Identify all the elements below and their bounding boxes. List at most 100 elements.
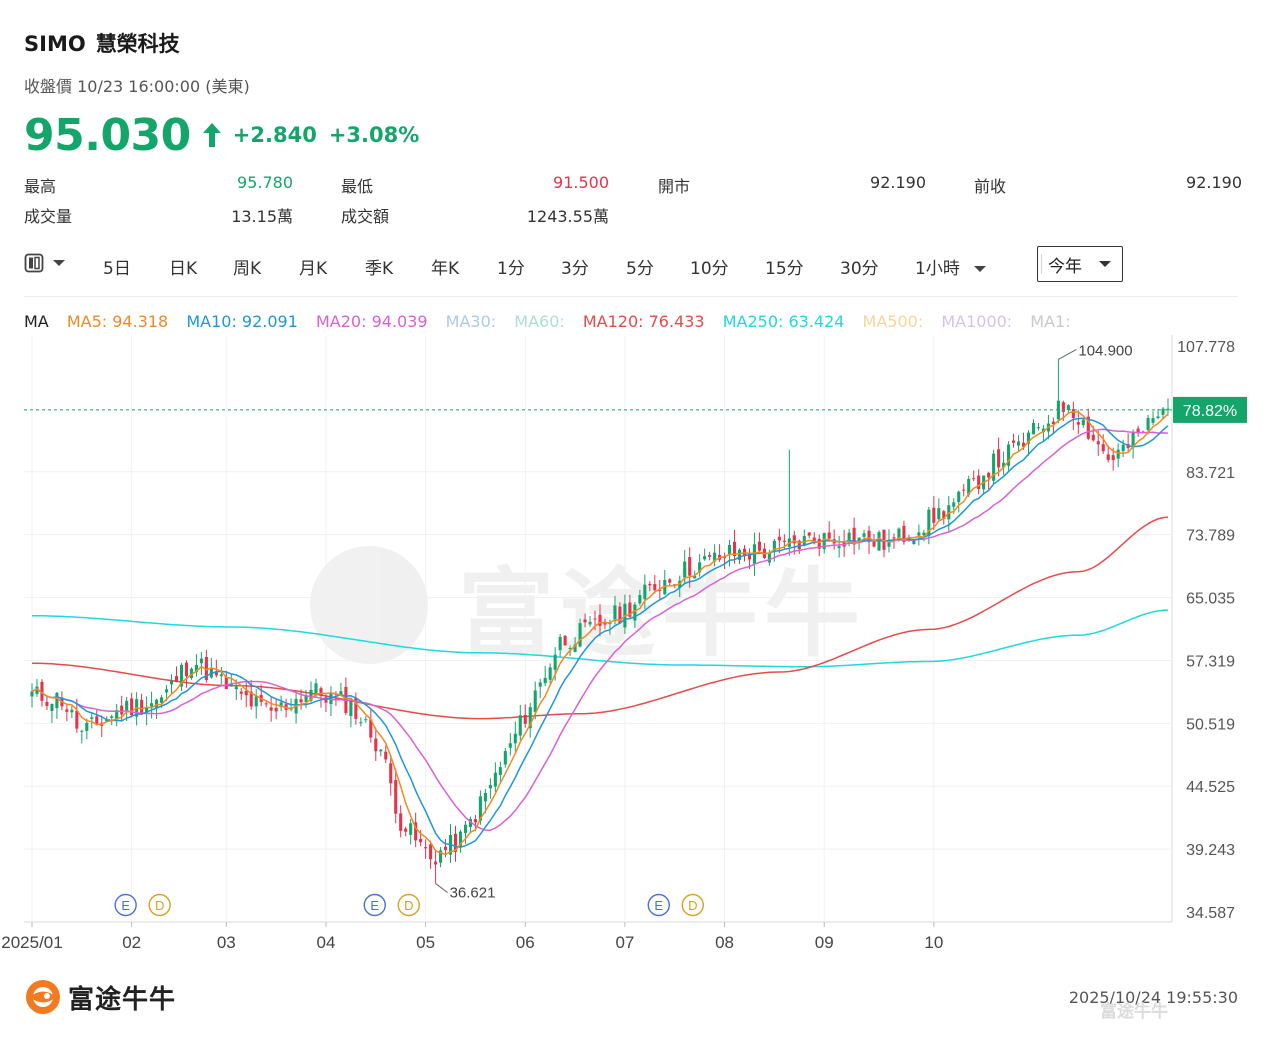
current-price-tag [1173,396,1247,423]
candle-body [1151,418,1155,423]
candle-body [872,540,876,547]
candle-body [1086,416,1090,439]
candle-body [688,557,692,576]
caret-down-icon [974,266,987,272]
period-1hour[interactable]: 1小時 [915,254,987,279]
candle-body [1007,444,1011,466]
chart-type-switch[interactable] [24,253,66,273]
candle-body [683,561,687,578]
x-tick-label: 09 [815,933,834,952]
period-1min[interactable]: 1分 [497,259,525,279]
candle-body [493,772,497,787]
candle-body [797,540,801,550]
ma20-line [31,428,1169,831]
candle-body [503,751,507,765]
candle-body [802,536,806,545]
stat-prev-close-label: 前收 [974,177,1007,196]
candle-body [1146,417,1150,430]
candle-body [533,690,537,712]
candle-body [424,847,428,849]
candle-body [952,502,956,507]
period-5day[interactable]: 5日 [103,259,131,279]
candle-body [229,684,233,687]
x-tick-label: 06 [516,933,535,952]
candle-body [852,527,856,545]
period-quarterly[interactable]: 季K [365,259,394,279]
snapshot-timestamp: 2025/10/24 19:55:30 [1068,988,1238,1007]
candle-body [732,541,737,557]
stat-prev-close-value: 92.190 [1186,173,1242,192]
event-marker-E [363,893,386,917]
candle-body [434,861,438,865]
candle-body [772,540,776,551]
candle-body [35,686,39,694]
stock-title: SIMO 慧榮科技 [24,28,180,58]
candle-body [737,549,742,560]
candle-body [782,540,786,542]
candle-body [125,700,129,712]
candle-body [1016,441,1021,446]
candle-body [887,539,891,547]
period-monthly[interactable]: 月K [299,259,328,279]
candle-body [962,489,966,491]
period-daily[interactable]: 日K [169,259,198,279]
candle-body [937,508,941,520]
candle-body [204,656,208,681]
candle-body [713,552,717,562]
range-select[interactable]: 今年 [1037,246,1123,282]
candle-body [1106,454,1110,460]
candle-body [179,664,184,687]
candle-body [219,674,223,677]
max-marker-line [1058,349,1077,360]
period-yearly[interactable]: 年K [431,259,460,279]
candle-body [1061,402,1065,412]
candle-body [977,475,981,489]
candle-body [189,668,193,678]
candle-body [130,698,134,716]
candle-body [523,714,527,724]
candle-body [1026,432,1031,444]
period-weekly[interactable]: 周K [233,259,262,279]
candle-body [110,716,114,718]
stat-low-value: 91.500 [553,173,609,192]
candle-body [80,730,84,732]
candle-body [997,449,1001,468]
candle-body [558,636,562,651]
candle-body [468,818,473,828]
candle-body [902,525,906,542]
candle-body [1076,422,1080,425]
candle-body [643,584,647,600]
candle-body [777,536,781,541]
candle-body [992,453,996,481]
period-15min[interactable]: 15分 [765,259,804,279]
ma-short-lines [31,411,1169,856]
candle-body [264,703,268,705]
candle-body [399,813,403,831]
candle-body [927,509,931,536]
candle-body [374,738,378,752]
candle-body [354,697,358,719]
period-3min[interactable]: 3分 [561,259,589,279]
candle-body [618,606,622,624]
candle-body [583,619,587,623]
candle-body [578,623,582,647]
candle-body [817,538,821,549]
candle-body [867,530,871,543]
candle-body [244,691,248,696]
candle-body [40,681,44,701]
candle-body [254,696,258,707]
candle-body [792,535,796,544]
y-tick-label: 50.519 [1186,716,1235,733]
candle-body [1081,419,1085,426]
candle-body [837,546,841,549]
candle-body [1131,431,1135,447]
period-10min[interactable]: 10分 [690,259,729,279]
divider [24,296,1238,297]
current-price-tag-label: 78.82% [1183,403,1237,420]
period-5min[interactable]: 5分 [626,259,654,279]
candle-body [458,831,463,848]
caret-down-icon [53,260,65,266]
period-30min[interactable]: 30分 [840,259,879,279]
candle-body [663,580,667,595]
